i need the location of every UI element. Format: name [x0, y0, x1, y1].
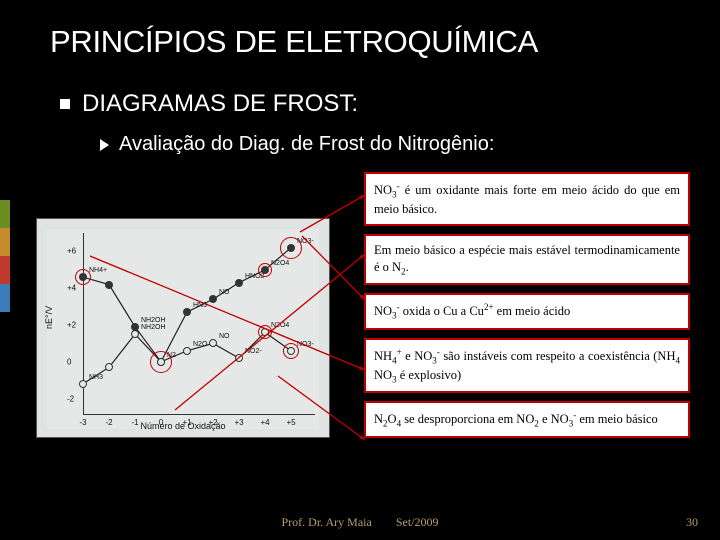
sub-subtitle-text: Avaliação do Diag. de Frost do Nitrogêni…	[119, 133, 494, 156]
x-tick: 0	[159, 418, 163, 427]
point-label: N2O4	[271, 322, 289, 329]
footer: Prof. Dr. Ary Maia Set/2009	[0, 515, 720, 530]
y-tick: 0	[67, 357, 71, 366]
data-point	[261, 328, 269, 336]
y-tick: +2	[67, 321, 76, 330]
point-label: NH2OH	[141, 324, 166, 331]
data-point	[79, 273, 87, 281]
y-tick: -2	[67, 394, 74, 403]
y-axis-label: nE°/V	[44, 306, 54, 329]
point-label: N2O	[193, 341, 207, 348]
frost-diagram-plot-area: nE°/V Número de Oxidação NH4+NH2OHN2HN3N…	[47, 229, 319, 429]
x-tick: +3	[234, 418, 243, 427]
page-number: 30	[686, 515, 698, 530]
data-point	[131, 330, 139, 338]
x-tick: -1	[131, 418, 138, 427]
x-tick: -3	[79, 418, 86, 427]
point-label: NH4+	[89, 267, 107, 274]
data-point	[105, 363, 113, 371]
point-label: NO	[219, 289, 230, 296]
info-box-column: NO3- é um oxidante mais forte em meio ác…	[364, 172, 690, 438]
data-point	[183, 347, 191, 355]
y-tick: +4	[67, 284, 76, 293]
data-point	[105, 281, 113, 289]
info-box-2: NO3- oxida o Cu a Cu2+ em meio ácido	[364, 293, 690, 330]
info-box-1: Em meio básico a espécie mais estável te…	[364, 234, 690, 286]
x-tick: +4	[260, 418, 269, 427]
x-tick: +5	[286, 418, 295, 427]
x-tick: -2	[105, 418, 112, 427]
data-point	[287, 347, 295, 355]
point-label: NO2-	[245, 348, 262, 355]
footer-author: Prof. Dr. Ary Maia	[282, 515, 372, 530]
point-label: N2O4	[271, 260, 289, 267]
data-point	[287, 244, 295, 252]
plot-region: NH4+ NH2OH N2 HN3 NO HNO2 N2O4 NO3- NH3 NH2OH N2O N…	[83, 233, 315, 415]
info-box-3: NH4+ e NO3- são instáveis com respeito a…	[364, 338, 690, 393]
point-label: NO	[219, 333, 230, 340]
triangle-bullet-icon	[100, 139, 109, 151]
point-label: N2	[167, 352, 176, 359]
point-label: NH2OH	[141, 317, 166, 324]
x-tick: +1	[182, 418, 191, 427]
point-label: HNO2	[245, 273, 264, 280]
info-box-0: NO3- é um oxidante mais forte em meio ác…	[364, 172, 690, 226]
bullet-square-icon	[60, 99, 70, 109]
y-tick: +6	[67, 247, 76, 256]
footer-date: Set/2009	[396, 515, 439, 530]
data-point	[157, 358, 165, 366]
data-point	[79, 380, 87, 388]
info-box-4: N2O4 se desproporciona em NO2 e NO3- em …	[364, 401, 690, 438]
x-tick: +2	[208, 418, 217, 427]
data-point	[209, 295, 217, 303]
point-label: NH3	[89, 374, 103, 381]
point-label: NO3-	[297, 341, 314, 348]
data-point	[235, 279, 243, 287]
data-point	[183, 308, 191, 316]
sub-subtitle-row: Avaliação do Diag. de Frost do Nitrogêni…	[100, 133, 494, 156]
data-point	[261, 266, 269, 274]
frost-diagram-container: nE°/V Número de Oxidação NH4+NH2OHN2HN3N…	[36, 218, 330, 438]
subtitle-text: DIAGRAMAS DE FROST:	[82, 90, 358, 118]
subtitle-row: DIAGRAMAS DE FROST:	[60, 90, 358, 118]
point-label: NO3-	[297, 238, 314, 245]
data-point	[209, 339, 217, 347]
side-color-strip	[0, 200, 10, 312]
point-label: HN3	[193, 302, 207, 309]
page-title: PRINCÍPIOS DE ELETROQUÍMICA	[50, 24, 538, 60]
data-point	[235, 354, 243, 362]
